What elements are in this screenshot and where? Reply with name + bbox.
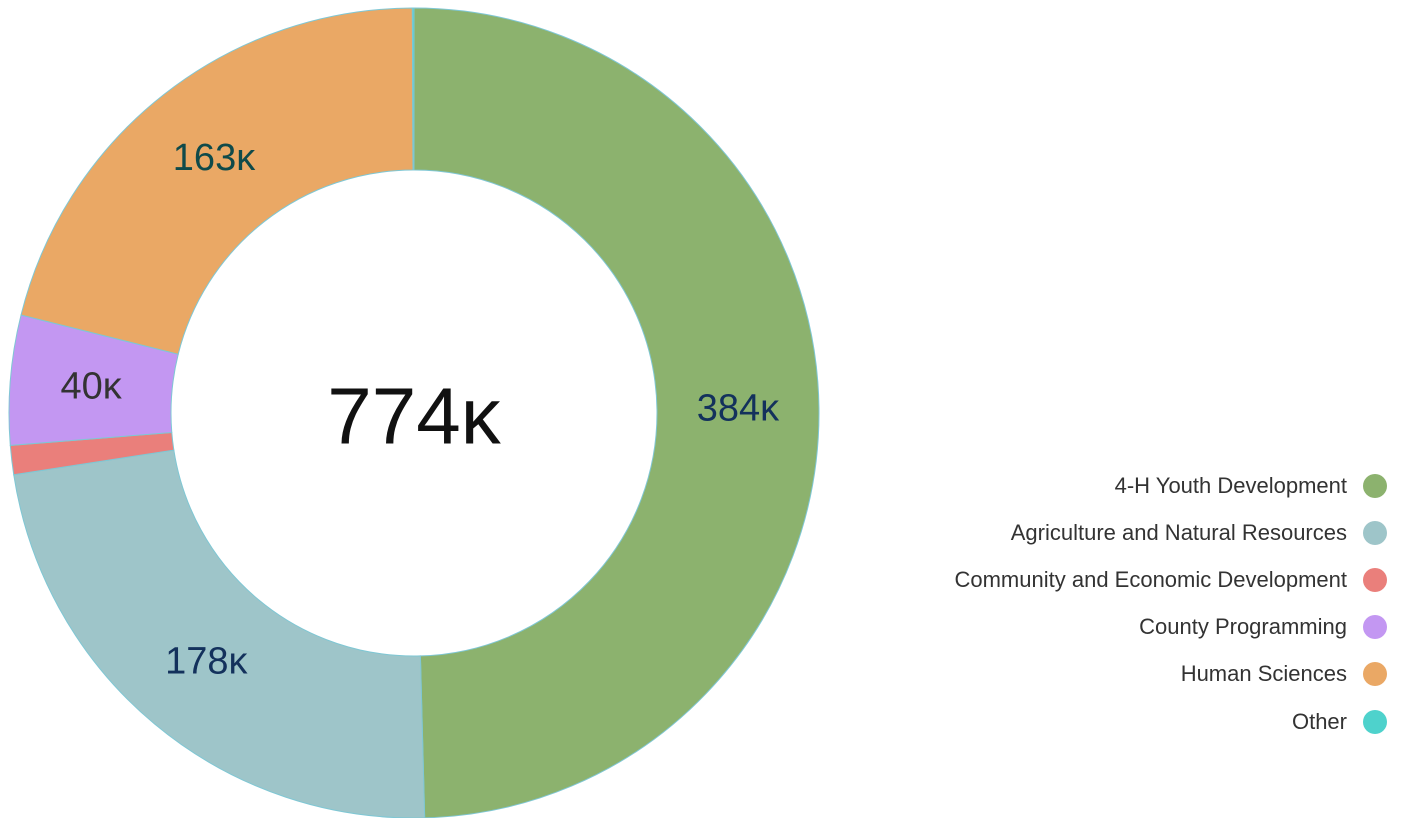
legend-swatch: [1363, 520, 1387, 545]
legend-item-4h-youth-development[interactable]: 4-H Youth Development: [1115, 462, 1387, 509]
slice-value-label: 178κ: [165, 641, 248, 683]
legend-item-human-sciences[interactable]: Human Sciences: [1181, 651, 1387, 698]
slice-other[interactable]: [411, 7, 415, 171]
legend-label: County Programming: [1139, 614, 1347, 640]
slice-agriculture-and-natural-resources[interactable]: [13, 449, 426, 818]
legend: 4-H Youth Development Agriculture and Na…: [954, 462, 1387, 745]
legend-swatch: [1363, 662, 1387, 687]
legend-item-agriculture-natural-resources[interactable]: Agriculture and Natural Resources: [1011, 509, 1387, 556]
legend-label: Other: [1291, 708, 1347, 734]
slice-4-h-youth-development[interactable]: [413, 7, 820, 818]
legend-label: 4-H Youth Development: [1114, 472, 1347, 498]
legend-label: Human Sciences: [1180, 661, 1347, 687]
slice-human-sciences[interactable]: [20, 7, 414, 355]
slice-value-label: 40κ: [60, 365, 122, 407]
legend-swatch: [1363, 709, 1387, 734]
slice-value-label: 384κ: [697, 388, 780, 430]
legend-item-county-programming[interactable]: County Programming: [1139, 604, 1387, 651]
center-total-label: 774κ: [327, 372, 501, 461]
legend-swatch: [1363, 567, 1387, 592]
legend-label: Agriculture and Natural Resources: [1010, 519, 1347, 545]
legend-item-community-economic-development[interactable]: Community and Economic Development: [954, 556, 1387, 603]
slice-value-label: 163κ: [173, 137, 256, 179]
legend-item-other[interactable]: Other: [1292, 698, 1387, 745]
legend-swatch: [1363, 615, 1387, 640]
legend-swatch: [1363, 473, 1387, 498]
legend-label: Community and Economic Development: [954, 566, 1347, 592]
